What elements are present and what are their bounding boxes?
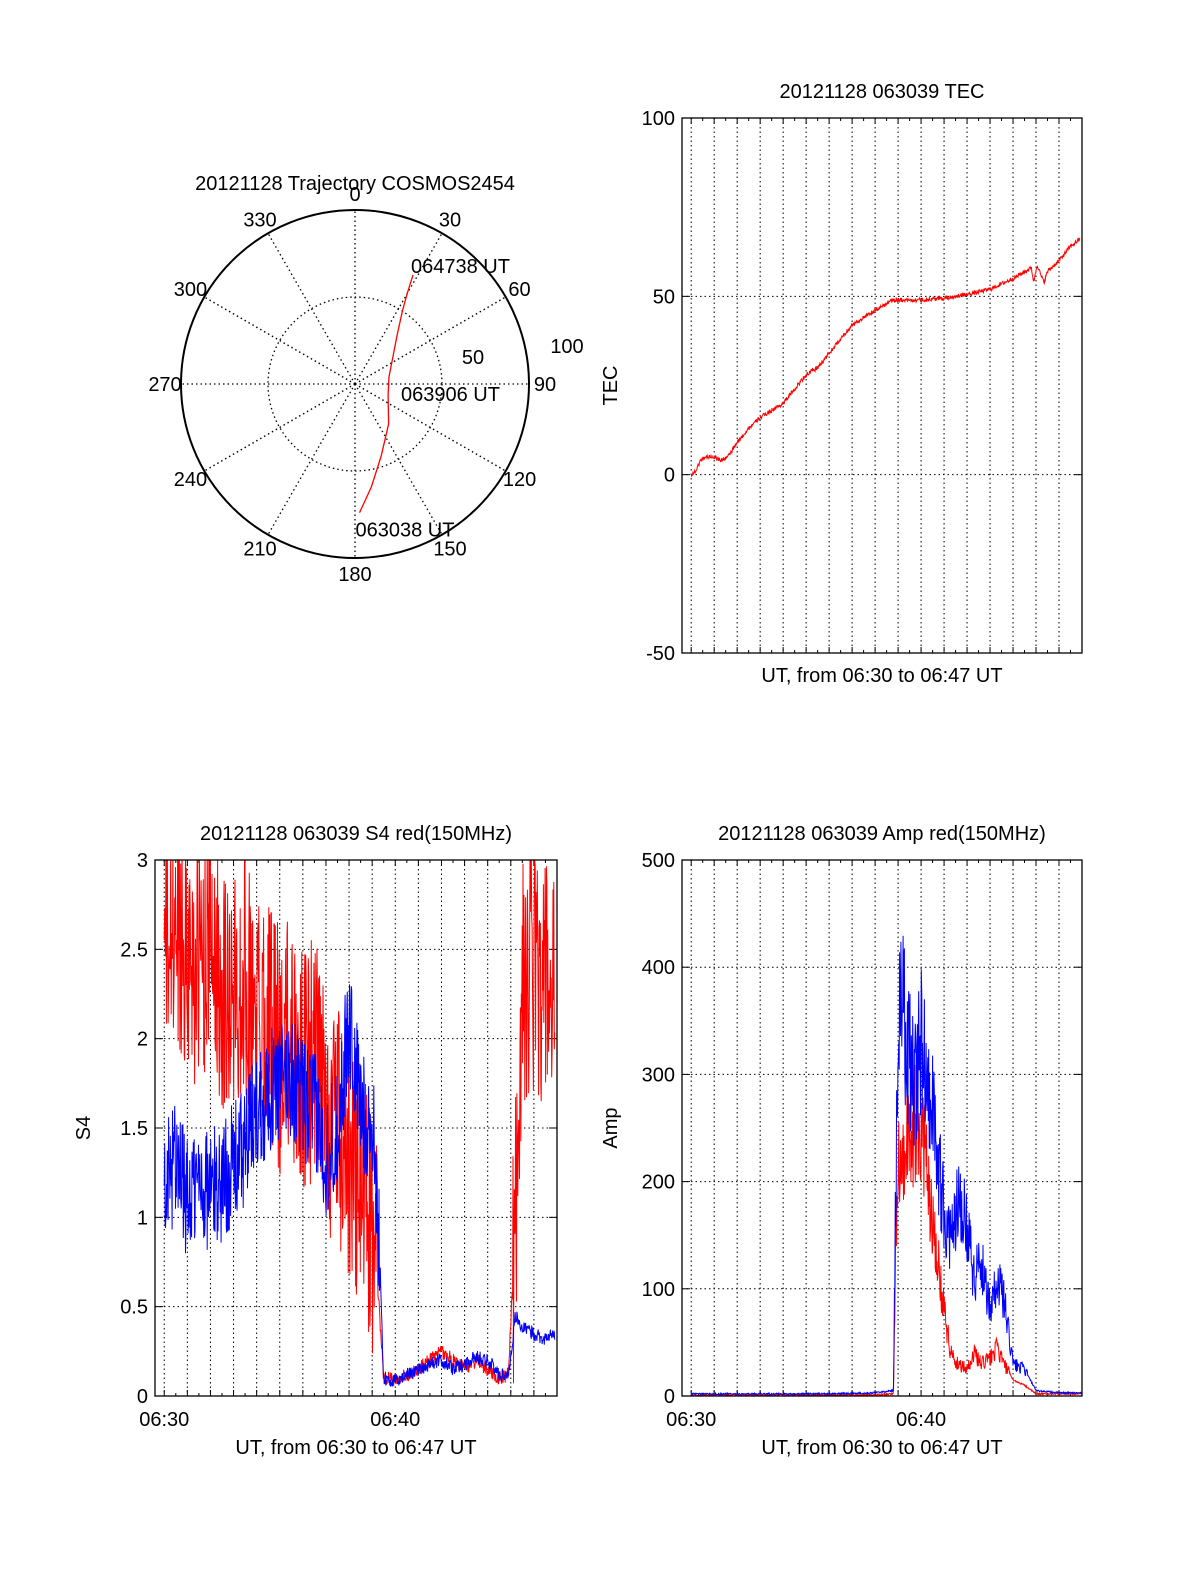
polar-trajectory-line — [358, 274, 414, 513]
s4-plot-ylabel: S4 — [73, 1116, 95, 1140]
polar-azimuth-label: 240 — [174, 469, 207, 491]
polar-azimuth-label: 150 — [433, 539, 466, 561]
polar-azimuth-label: 210 — [243, 539, 276, 561]
polar-azimuth-label: 180 — [338, 564, 371, 586]
polar-spoke — [354, 383, 507, 472]
polar-spoke — [267, 232, 356, 385]
polar-annotation-start: 063038 UT — [355, 520, 454, 542]
tec-plot-frame — [681, 117, 1083, 654]
amp-plot-xlabel: UT, from 06:30 to 06:47 UT — [761, 1437, 1002, 1459]
polar-spoke — [354, 232, 443, 385]
polar-azimuth-label: 60 — [508, 279, 530, 301]
polar-azimuth-label: 300 — [174, 279, 207, 301]
y-tick-label: 2 — [137, 1029, 148, 1051]
y-tick-label: 100 — [642, 108, 675, 130]
amp-plot: 20121128 063039 Amp red(150MHz) 0 100 200 30… — [600, 823, 1083, 1459]
y-tick-label: 1.5 — [120, 1118, 148, 1140]
s4-plot-series-1 — [163, 984, 556, 1387]
x-tick-label: 06:40 — [370, 1409, 420, 1431]
y-tick-label: 0 — [664, 465, 675, 487]
y-tick-label: 100 — [642, 1279, 675, 1301]
polar-azimuth-label: 0 — [349, 184, 360, 206]
tec-plot: 20121128 063039 TEC -50 0 50 100 UT, from 06:… — [600, 81, 1083, 687]
polar-spoke — [354, 296, 507, 385]
s4-plot-title: 20121128 063039 S4 red(150MHz) — [200, 823, 512, 845]
polar-spoke — [267, 383, 356, 536]
polar-spoke — [203, 383, 356, 472]
y-tick-label: 500 — [642, 850, 675, 872]
tec-plot-ylabel: TEC — [600, 366, 622, 406]
y-tick-label: 1 — [137, 1207, 148, 1229]
y-tick-label: 0 — [664, 1386, 675, 1408]
x-tick-label: 06:40 — [896, 1409, 946, 1431]
polar-annotation-end: 064738 UT — [411, 256, 510, 278]
tec-plot-xlabel: UT, from 06:30 to 06:47 UT — [761, 665, 1002, 687]
polar-radial-label: 100 — [550, 336, 583, 358]
x-tick-label: 06:30 — [139, 1409, 189, 1431]
x-tick-label: 06:30 — [666, 1409, 716, 1431]
amp-plot-series-0 — [690, 1057, 1082, 1396]
y-tick-label: 50 — [653, 286, 675, 308]
polar-annotation-middle: 063906 UT — [401, 384, 500, 406]
y-tick-label: -50 — [646, 643, 675, 665]
polar-azimuth-label: 120 — [503, 469, 536, 491]
polar-spoke — [354, 383, 443, 536]
amp-plot-ylabel: Amp — [600, 1107, 622, 1148]
y-tick-label: 2.5 — [120, 939, 148, 961]
y-tick-label: 3 — [137, 850, 148, 872]
amp-plot-frame — [681, 859, 1083, 1397]
s4-plot-frame — [154, 859, 558, 1397]
polar-azimuth-label: 90 — [534, 374, 556, 396]
polar-azimuth-label: 330 — [243, 209, 276, 231]
tec-plot-series-0 — [690, 236, 1081, 478]
y-tick-label: 200 — [642, 1172, 675, 1194]
y-tick-label: 400 — [642, 957, 675, 979]
polar-outer-ring — [180, 209, 530, 559]
y-tick-label: 300 — [642, 1064, 675, 1086]
s4-plot-xlabel: UT, from 06:30 to 06:47 UT — [235, 1437, 476, 1459]
polar-title: 20121128 Trajectory COSMOS2454 — [195, 173, 515, 195]
s4-plot: 20121128 063039 S4 red(150MHz) 0 0.5 1 1.5 2 2… — [73, 823, 558, 1459]
y-tick-label: 0.5 — [120, 1297, 148, 1319]
tec-plot-title: 20121128 063039 TEC — [780, 81, 985, 103]
polar-spoke — [203, 296, 356, 385]
amp-plot-series-1 — [691, 935, 1082, 1396]
polar-azimuth-label: 30 — [439, 209, 461, 231]
polar-radial-label: 50 — [462, 347, 484, 369]
y-tick-label: 0 — [137, 1386, 148, 1408]
amp-plot-title: 20121128 063039 Amp red(150MHz) — [718, 823, 1046, 845]
polar-azimuth-label: 270 — [148, 374, 181, 396]
